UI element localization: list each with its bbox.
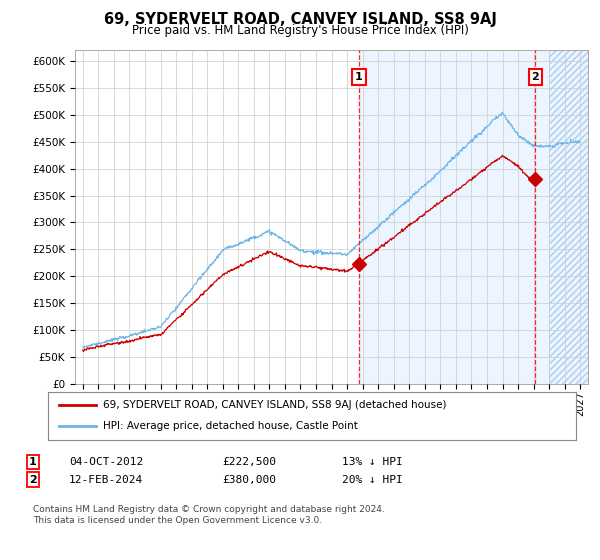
Text: 1: 1	[29, 457, 37, 467]
Text: Contains HM Land Registry data © Crown copyright and database right 2024.
This d: Contains HM Land Registry data © Crown c…	[33, 505, 385, 525]
Text: 69, SYDERVELT ROAD, CANVEY ISLAND, SS8 9AJ (detached house): 69, SYDERVELT ROAD, CANVEY ISLAND, SS8 9…	[103, 400, 447, 410]
Text: £222,500: £222,500	[222, 457, 276, 467]
Text: 20% ↓ HPI: 20% ↓ HPI	[342, 475, 403, 485]
Text: Price paid vs. HM Land Registry's House Price Index (HPI): Price paid vs. HM Land Registry's House …	[131, 24, 469, 36]
Text: 1: 1	[355, 72, 363, 82]
Text: 2: 2	[29, 475, 37, 485]
Text: £380,000: £380,000	[222, 475, 276, 485]
Text: 69, SYDERVELT ROAD, CANVEY ISLAND, SS8 9AJ: 69, SYDERVELT ROAD, CANVEY ISLAND, SS8 9…	[104, 12, 496, 27]
Text: 13% ↓ HPI: 13% ↓ HPI	[342, 457, 403, 467]
Bar	[359, 50, 588, 384]
Text: 12-FEB-2024: 12-FEB-2024	[69, 475, 143, 485]
Text: 2: 2	[532, 72, 539, 82]
Text: 04-OCT-2012: 04-OCT-2012	[69, 457, 143, 467]
Text: HPI: Average price, detached house, Castle Point: HPI: Average price, detached house, Cast…	[103, 421, 358, 431]
